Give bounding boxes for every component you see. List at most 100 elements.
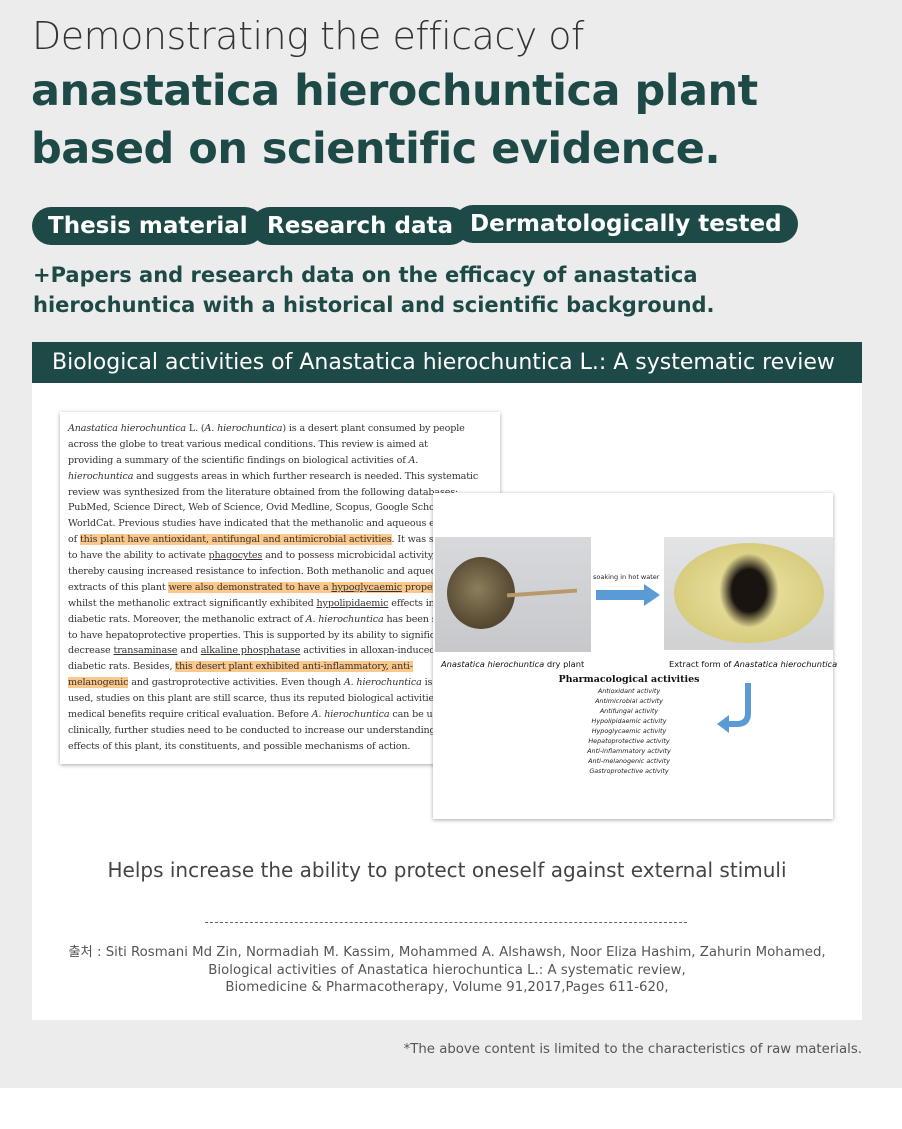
paper-text: . It was s (391, 534, 434, 546)
heading-line-3: based on scientific evidence. (31, 124, 721, 174)
paper-text: A. hierochuntica (305, 613, 384, 625)
paper-text: and gastroprotective activities. Even th… (128, 677, 344, 689)
caption-rest: Extract form of (669, 659, 734, 669)
paper-text: hypolipidaemic (316, 597, 389, 609)
paper-line: providing a summary of the scientific fi… (68, 453, 500, 469)
activity-item: Gastroprotective activity (589, 767, 669, 775)
paper-text: A. hierochuntica (204, 423, 283, 434)
activity-item: Hepatoprotective activity (588, 737, 670, 745)
dry-plant-photo (435, 537, 591, 652)
paper-text: has been sug (383, 613, 449, 625)
heading-line-1: Demonstrating the efficacy of (32, 14, 584, 58)
paper-line: diabetic rats. Moreover, the methanolic … (68, 612, 500, 628)
paper-text: to have hepatoprotective properties. Thi… (68, 629, 436, 641)
paper-text: diabetic rats. Moreover, the methanolic … (68, 613, 306, 625)
footnote: *The above content is limited to the cha… (403, 1042, 862, 1057)
paper-text: hierochuntica (68, 470, 134, 482)
paper-text: PubMed, Science Direct, Web of Science, … (68, 502, 438, 514)
paper-text: effects in (388, 597, 435, 609)
paper-line: whilst the methanolic extract significan… (68, 596, 500, 612)
paper-line: Anastatica hierochuntica L. (A. hierochu… (68, 421, 500, 437)
tag-thesis-material: Thesis material (32, 207, 264, 245)
paper-text: transaminase (113, 645, 178, 657)
highlighted-text: this plant have antioxidant, antifungal … (79, 534, 392, 546)
paper-line: clinically, further studies need to be c… (68, 723, 500, 739)
highlighted-text: hypoglycaemic (331, 581, 402, 593)
paper-text: and suggests areas in which further rese… (133, 470, 479, 482)
activity-item: Hypolipidaemic activity (591, 717, 667, 725)
paper-line: of this plant have antioxidant, antifung… (68, 532, 500, 548)
paper-line: decrease transaminase and alkaline phosp… (68, 643, 500, 659)
activity-item: Anti-melanogenic activity (588, 757, 670, 765)
paper-text: diabetic rats. Besides, (68, 661, 176, 673)
caption-italic: Anastatica hierochuntica (441, 659, 545, 669)
paper-text: used, studies on this plant are still sc… (68, 693, 439, 705)
paper-text: L. ( (186, 423, 205, 434)
paper-text: A. (408, 454, 419, 466)
activity-item: Antifungal activity (599, 707, 659, 715)
paper-line: diabetic rats. Besides, this desert plan… (68, 659, 500, 675)
paper-line: to have the ability to activate phagocyt… (68, 548, 500, 564)
heading-line-2: anastatica hierochuntica plant (31, 66, 758, 116)
highlighted-text: melanogenic (68, 677, 129, 689)
tag-research-data: Research data (251, 207, 469, 245)
paper-line: medical benefits require critical evalua… (68, 707, 500, 723)
highlighted-text: this desert plant exhibited anti-inflamm… (175, 661, 413, 673)
activity-item: Antimicrobial activity (595, 697, 663, 705)
paper-text: extracts of this plant (68, 581, 169, 593)
paper-abstract-excerpt: Anastatica hierochuntica L. (A. hierochu… (60, 412, 500, 764)
curved-arrow-icon (717, 683, 751, 733)
paper-text: effects of this plant, its constituents,… (68, 740, 411, 752)
paper-text: medical benefits require critical evalua… (68, 709, 312, 721)
caption-italic: Anastatica hierochuntica (733, 659, 838, 669)
paper-line: to have hepatoprotective properties. Thi… (68, 628, 500, 644)
paper-text: phagocytes (208, 550, 263, 562)
source-line-1: 출처 : Siti Rosmani Md Zin, Normadiah M. K… (68, 945, 826, 960)
highlighted-text: were also demonstrated to have a (168, 581, 332, 593)
paper-line: review was synthesized from the literatu… (68, 485, 500, 501)
paper-text: and (177, 645, 201, 657)
paper-text: and to possess microbicidal activity, (262, 550, 435, 562)
paper-line: across the globe to treat various medica… (68, 437, 500, 453)
activity-item: Hypoglycaemic activity (591, 727, 667, 735)
paper-text: can be used (389, 709, 449, 721)
paper-text: A. hierochuntica (311, 709, 390, 721)
activity-item: Anti-inflammatory activity (587, 747, 671, 755)
paper-text: whilst the methanolic extract significan… (68, 597, 317, 609)
paper-line: used, studies on this plant are still sc… (68, 691, 500, 707)
figure-graphical-abstract: soaking in hot water Anastatica hierochu… (433, 493, 837, 819)
benefit-statement: Helps increase the ability to protect on… (107, 858, 787, 882)
paper-text: clinically, further studies need to be c… (68, 724, 436, 736)
right-arrow-icon (596, 584, 660, 606)
caption-rest: dry plant (544, 659, 585, 669)
dashed-divider (205, 922, 687, 923)
paper-line: PubMed, Science Direct, Web of Science, … (68, 500, 500, 516)
subtitle-line-2: hierochuntica with a historical and scie… (33, 293, 715, 317)
paper-line: effects of this plant, its constituents,… (68, 739, 500, 755)
paper-text: Anastatica hierochuntica (68, 423, 187, 434)
review-title-banner: Biological activities of Anastatica hier… (32, 342, 862, 383)
paper-line: extracts of this plant were also demonst… (68, 580, 500, 596)
source-line-2: Biological activities of Anastatica hier… (208, 962, 686, 978)
activity-item: Antioxidant activity (597, 687, 661, 695)
subtitle-line-1: +Papers and research data on the efficac… (33, 263, 698, 287)
arrow-label: soaking in hot water (593, 573, 660, 581)
paper-line: thereby causing increased resistance to … (68, 564, 500, 580)
paper-text: activities in alloxan-induced (300, 645, 436, 657)
paper-text: decrease (68, 645, 114, 657)
paper-text: ) is a desert plant consumed by people (282, 423, 465, 434)
extract-photo (664, 537, 833, 650)
paper-line: hierochuntica and suggests areas in whic… (68, 469, 500, 485)
paper-text: across the globe to treat various medica… (68, 438, 428, 450)
tag-dermatologically-tested: Dermatologically tested (454, 205, 798, 243)
paper-text: alkaline phosphatase (200, 645, 301, 657)
caption-dry-plant: Anastatica hierochuntica dry plant (441, 659, 584, 669)
paper-text: WorldCat. Previous studies have indicate… (68, 518, 435, 530)
paper-text: A. hierochuntica (343, 677, 422, 689)
source-citation: 출처 : Siti Rosmani Md Zin, Normadiah M. K… (32, 944, 862, 997)
paper-text: to have the ability to activate (68, 550, 209, 562)
caption-extract: Extract form of Anastatica hierochuntica (669, 659, 837, 669)
paper-text: of (68, 534, 80, 546)
paper-text: review was synthesized from the literatu… (68, 486, 459, 498)
paper-line: WorldCat. Previous studies have indicate… (68, 516, 500, 532)
